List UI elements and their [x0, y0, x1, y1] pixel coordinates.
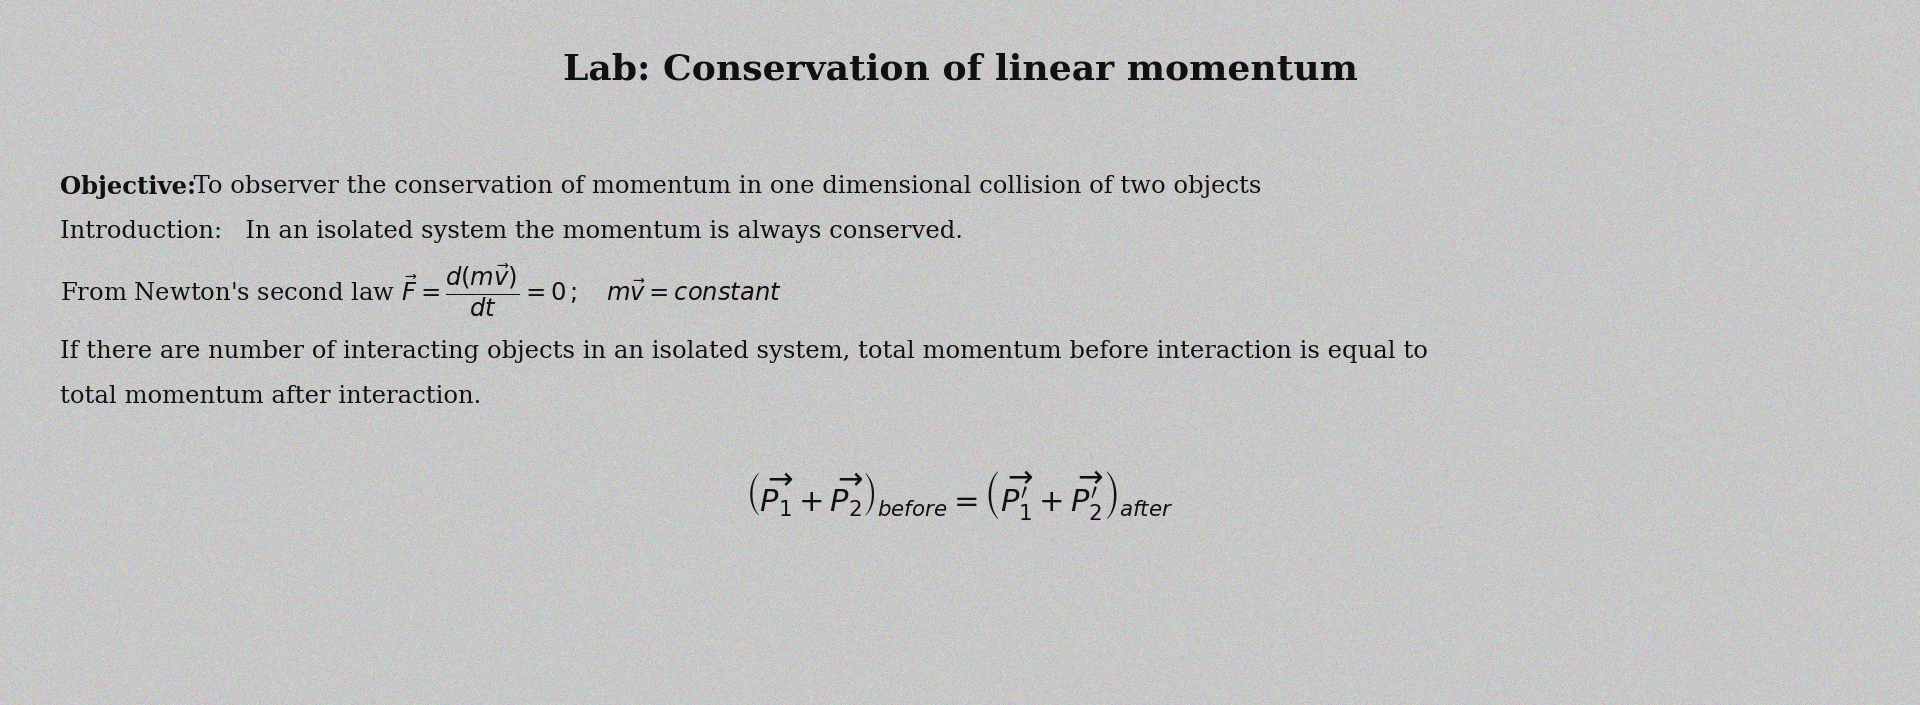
Text: To observer the conservation of momentum in one dimensional collision of two obj: To observer the conservation of momentum…	[179, 175, 1261, 198]
Text: If there are number of interacting objects in an isolated system, total momentum: If there are number of interacting objec…	[60, 340, 1428, 363]
Text: total momentum after interaction.: total momentum after interaction.	[60, 385, 482, 408]
Text: $\left(\overrightarrow{P_1} + \overrightarrow{P_2}\right)_{before} = \left(\over: $\left(\overrightarrow{P_1} + \overright…	[747, 470, 1173, 523]
Text: Introduction:   In an isolated system the momentum is always conserved.: Introduction: In an isolated system the …	[60, 220, 962, 243]
Text: Lab: Conservation of linear momentum: Lab: Conservation of linear momentum	[563, 52, 1357, 86]
Text: From Newton's second law $\vec{F} = \dfrac{d(m\vec{v})}{dt} = 0\,;\quad m\vec{v}: From Newton's second law $\vec{F} = \dfr…	[60, 263, 781, 319]
Text: Objective:: Objective:	[60, 175, 196, 199]
